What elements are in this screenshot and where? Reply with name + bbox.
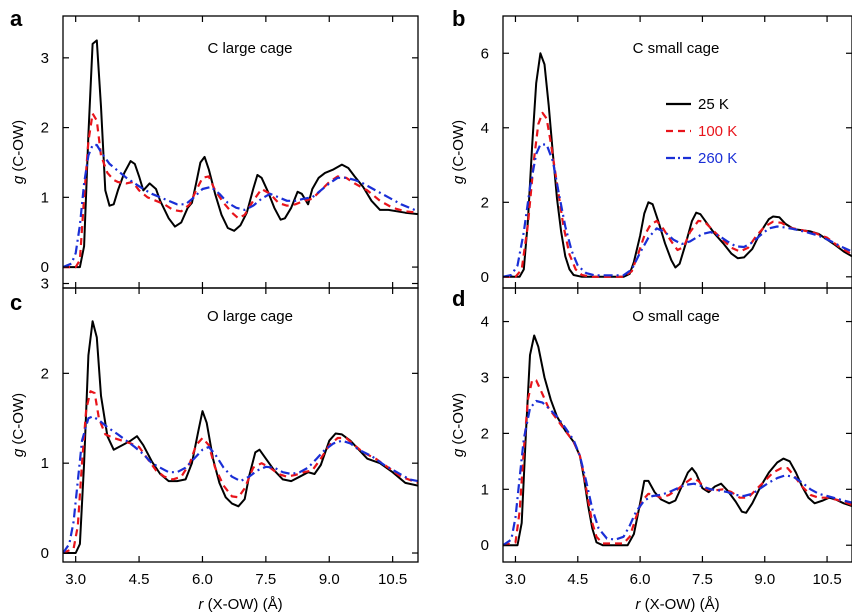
series-line-260k xyxy=(503,399,852,547)
series-line-25k xyxy=(63,320,418,554)
legend-label: 260 K xyxy=(698,150,737,167)
series-line-100k xyxy=(63,112,418,269)
x-tick-label: 4.5 xyxy=(129,571,150,588)
y-tick-label: 6 xyxy=(481,45,489,62)
y-tick-label: 4 xyxy=(481,120,489,137)
panel-label: c xyxy=(10,290,22,315)
legend: 25 K 100 K 260 K xyxy=(666,96,737,167)
y-tick-label: 1 xyxy=(481,481,489,498)
plot-frame xyxy=(502,287,852,563)
series-line-25k xyxy=(503,52,852,278)
x-tick-label: 10.5 xyxy=(378,571,407,588)
y-axis-label-italic: g xyxy=(450,448,467,457)
y-axis-label-italic: g xyxy=(450,175,467,184)
y-tick-label: 0 xyxy=(481,269,489,286)
series-line-260k xyxy=(63,415,418,554)
series-line-100k xyxy=(503,111,852,278)
panel-label: a xyxy=(10,6,23,31)
panel-title: C small cage xyxy=(633,40,720,57)
y-axis-label-italic: g xyxy=(10,448,27,457)
y-tick-label: 3 xyxy=(481,369,489,386)
y-axis-label: g (C-OW) xyxy=(450,393,467,457)
panel-title: C large cage xyxy=(207,40,292,57)
panel-label: d xyxy=(452,286,465,311)
y-tick-label: 0 xyxy=(41,545,49,562)
series-line-260k xyxy=(503,143,852,278)
y-axis-label-rest: (C-OW) xyxy=(450,393,467,449)
y-tick-label: 0 xyxy=(41,259,49,276)
x-tick-label: 6.0 xyxy=(630,571,651,588)
series-line-100k xyxy=(503,379,852,547)
legend-label: 25 K xyxy=(698,96,729,113)
legend-label: 100 K xyxy=(698,123,737,140)
x-axis-label-rest: (X-OW) (Å) xyxy=(203,596,282,613)
x-tick-label: 7.5 xyxy=(692,571,713,588)
x-tick-label: 9.0 xyxy=(754,571,775,588)
x-tick-label: 7.5 xyxy=(255,571,276,588)
x-axis-label-rest: (X-OW) (Å) xyxy=(640,596,719,613)
plot-frame xyxy=(62,287,419,563)
x-axis-label-italic: r xyxy=(635,596,641,613)
x-tick-label: 4.5 xyxy=(567,571,588,588)
x-tick-label: 10.5 xyxy=(812,571,841,588)
series-line-100k xyxy=(63,390,418,555)
series-line-260k xyxy=(63,143,418,269)
x-axis-label: r (X-OW) (Å) xyxy=(198,596,282,613)
y-axis-label: g (C-OW) xyxy=(450,120,467,184)
panel-title: O small cage xyxy=(632,308,720,325)
panel-a: 0 1 2 3 g (C-OW) a C large cage xyxy=(10,6,419,289)
series-line-25k xyxy=(503,334,852,547)
x-axis-label-italic: r xyxy=(198,596,204,613)
x-tick-label: 3.0 xyxy=(505,571,526,588)
y-axis-label-italic: g xyxy=(10,175,27,184)
y-tick-label: 0 xyxy=(481,537,489,554)
y-axis-label-rest: (C-OW) xyxy=(10,393,27,449)
y-tick-label: 2 xyxy=(481,194,489,211)
x-axis-label: r (X-OW) (Å) xyxy=(635,596,719,613)
panel-label: b xyxy=(452,6,465,31)
panel-d: 3.0 4.5 6.0 7.5 9.0 10.5 0 1 2 3 4 g (C-OW) r (X-OW)… xyxy=(450,286,852,613)
x-tick-label: 3.0 xyxy=(65,571,86,588)
y-axis-label: g (C-OW) xyxy=(10,393,27,457)
y-tick-label: 1 xyxy=(41,189,49,206)
x-tick-label: 6.0 xyxy=(192,571,213,588)
y-tick-label: 4 xyxy=(481,314,489,331)
panel-b: 0 2 4 6 g (C-OW) b C small cage xyxy=(450,6,852,289)
panel-c: 3.0 4.5 6.0 7.5 9.0 10.5 0 1 2 3 g (C-OW) r (X-OW) … xyxy=(10,276,419,613)
series-line-25k xyxy=(63,39,418,269)
panel-title: O large cage xyxy=(207,308,293,325)
x-tick-label: 9.0 xyxy=(319,571,340,588)
y-tick-label: 2 xyxy=(41,365,49,382)
y-tick-label: 3 xyxy=(41,50,49,67)
y-axis-label: g (C-OW) xyxy=(10,120,27,184)
y-axis-label-rest: (C-OW) xyxy=(10,120,27,176)
y-tick-label: 2 xyxy=(481,425,489,442)
y-axis-label-rest: (C-OW) xyxy=(450,120,467,176)
y-tick-label: 3 xyxy=(41,276,49,293)
y-tick-label: 1 xyxy=(41,455,49,472)
y-tick-label: 2 xyxy=(41,120,49,137)
